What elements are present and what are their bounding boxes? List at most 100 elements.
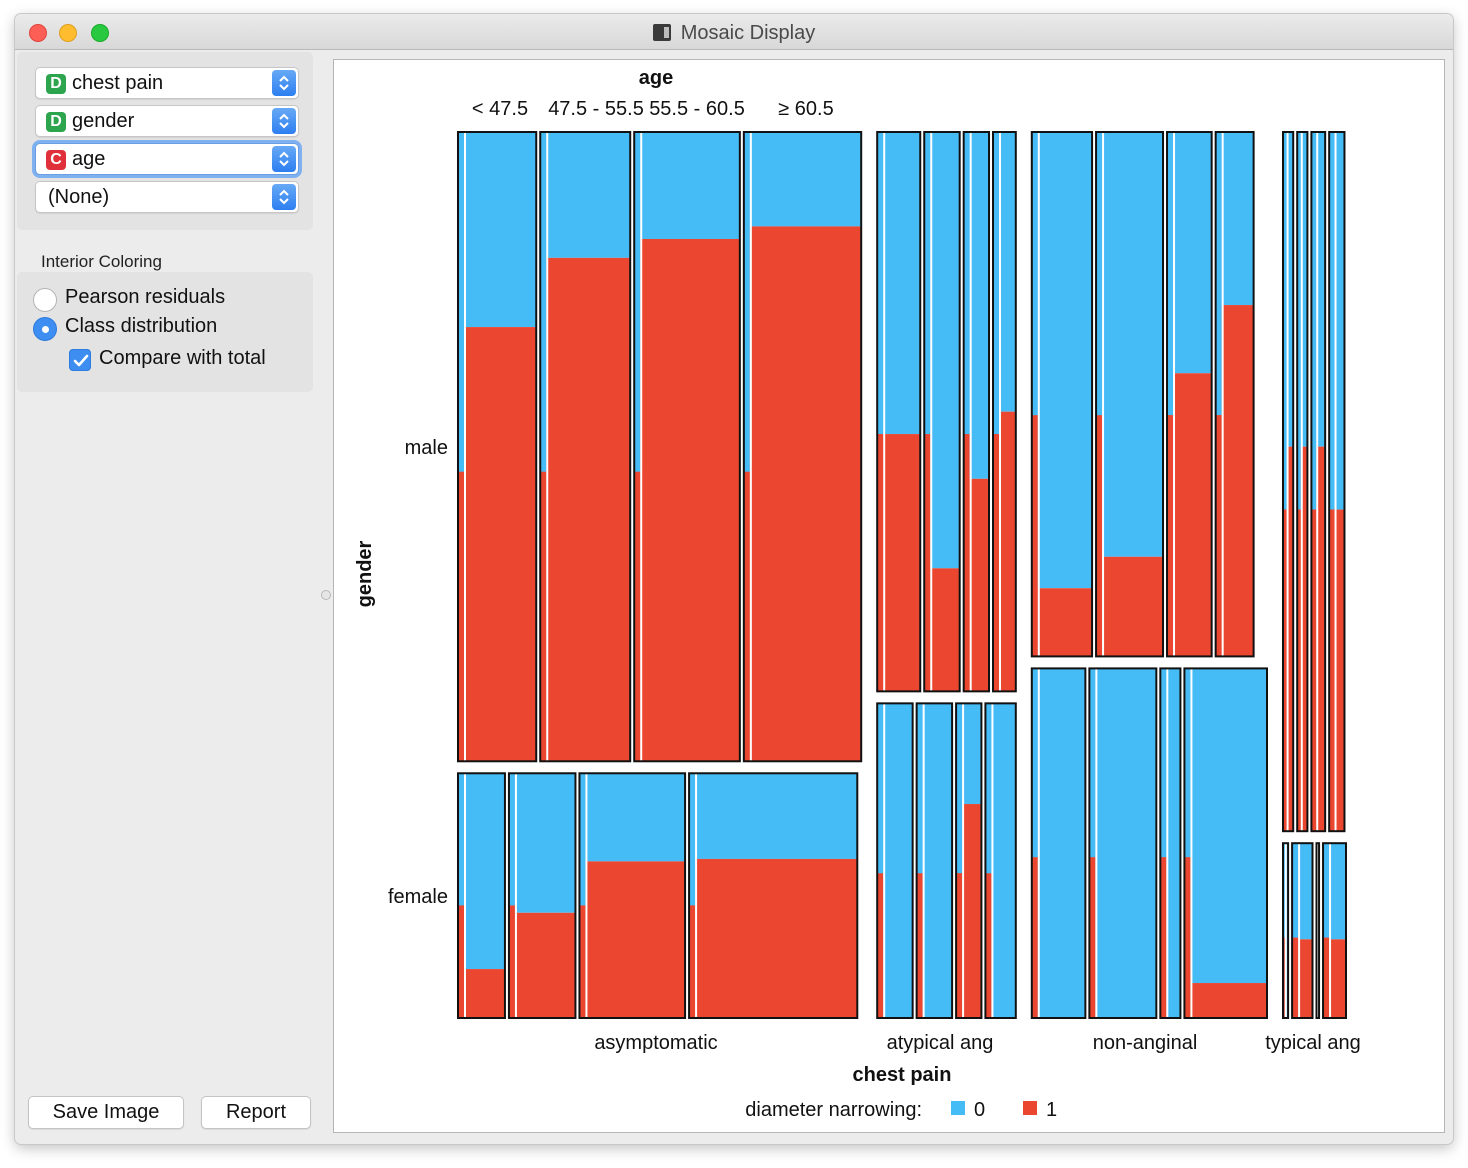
class-distribution-label: Class distribution bbox=[65, 315, 218, 337]
chest-pain-label: non-anginal bbox=[1093, 1032, 1198, 1054]
total-stripe-class-1 bbox=[540, 471, 547, 762]
total-stripe-class-1 bbox=[579, 905, 586, 1018]
stripe-divider bbox=[930, 132, 933, 692]
total-stripe-class-1 bbox=[743, 471, 750, 762]
mosaic-tile-class-0 bbox=[1096, 132, 1164, 557]
close-window-button[interactable] bbox=[29, 24, 47, 42]
window-title-group: Mosaic Display bbox=[15, 22, 1453, 45]
total-stripe-class-0 bbox=[1215, 132, 1222, 416]
mosaic-tile-outline bbox=[1291, 842, 1314, 1020]
mosaic-tile-class-1 bbox=[1184, 983, 1267, 1018]
splitter-handle[interactable] bbox=[321, 590, 331, 600]
mosaic-tile-outline bbox=[457, 131, 538, 763]
stripe-divider bbox=[1284, 843, 1287, 1018]
legend-label-0: 0 bbox=[974, 1099, 985, 1121]
stripe-divider bbox=[585, 773, 588, 1018]
window-title: Mosaic Display bbox=[680, 22, 816, 44]
chest-pain-label: typical ang bbox=[1265, 1032, 1361, 1054]
total-stripe-class-1 bbox=[1329, 509, 1335, 832]
age-bin-label: ≥ 60.5 bbox=[778, 98, 833, 120]
mosaic-tile-outline bbox=[1282, 842, 1290, 1020]
x-axis-title: chest pain bbox=[853, 1064, 952, 1086]
total-stripe-class-0 bbox=[877, 132, 884, 435]
total-stripe-class-0 bbox=[458, 132, 464, 472]
mosaic-plot-canvas: age < 47.5 47.5 - 55.5 55.5 - 60.5 ≥ 60.… bbox=[333, 59, 1445, 1133]
total-stripe-class-1 bbox=[916, 873, 923, 1018]
mosaic-tile-outline bbox=[915, 702, 954, 1019]
total-stripe-class-1 bbox=[1167, 415, 1174, 657]
save-image-button[interactable]: Save Image bbox=[28, 1096, 184, 1129]
stripe-divider bbox=[1221, 132, 1224, 657]
compare-with-total-label: Compare with total bbox=[99, 347, 266, 369]
stripe-divider bbox=[1316, 132, 1319, 832]
total-stripe-class-0 bbox=[1329, 132, 1335, 510]
total-stripe-class-0 bbox=[1311, 132, 1317, 510]
app-icon bbox=[652, 24, 671, 41]
mosaic-tile-outline bbox=[1095, 131, 1165, 658]
mosaic-tile-outline bbox=[539, 131, 632, 763]
total-stripe-class-0 bbox=[1292, 843, 1299, 938]
stripe-divider bbox=[1173, 132, 1176, 657]
chest-pain-label: asymptomatic bbox=[594, 1032, 717, 1054]
report-button[interactable]: Report bbox=[201, 1096, 311, 1129]
total-stripe-class-0 bbox=[963, 132, 970, 435]
total-stripe-class-0 bbox=[634, 132, 641, 472]
mosaic-tile-outline bbox=[876, 131, 922, 693]
stripe-divider bbox=[1166, 668, 1169, 1018]
mosaic-tile-class-1 bbox=[1031, 588, 1093, 657]
total-stripe-class-1 bbox=[877, 434, 884, 692]
variable-4-value: (None) bbox=[48, 186, 110, 208]
total-stripe-class-1 bbox=[1323, 937, 1330, 1018]
total-stripe-class-1 bbox=[1089, 857, 1096, 1018]
total-stripe-class-0 bbox=[985, 703, 992, 874]
stripe-divider bbox=[969, 132, 972, 692]
mosaic-tile-class-1 bbox=[540, 257, 631, 762]
stripe-divider bbox=[1286, 132, 1289, 832]
total-stripe-class-1 bbox=[1311, 509, 1317, 832]
zoom-window-button[interactable] bbox=[91, 24, 109, 42]
continuous-variable-icon: C bbox=[46, 150, 66, 170]
mosaic-tile-outline bbox=[992, 131, 1017, 693]
minimize-window-button[interactable] bbox=[59, 24, 77, 42]
mosaic-tile-outline bbox=[457, 772, 506, 1020]
mosaic-tile-outline bbox=[1214, 131, 1255, 658]
variable-4-combo[interactable]: (None) bbox=[35, 181, 299, 213]
stripe-divider bbox=[514, 773, 517, 1018]
total-stripe-class-1 bbox=[634, 471, 641, 762]
total-stripe-class-0 bbox=[924, 132, 931, 435]
mosaic-tile-outline bbox=[876, 702, 914, 1019]
mosaic-tile-class-0 bbox=[1031, 668, 1086, 1018]
total-stripe-class-0 bbox=[1096, 132, 1103, 416]
class-distribution-radio[interactable] bbox=[33, 317, 57, 341]
pearson-residuals-radio[interactable] bbox=[33, 288, 57, 312]
total-stripe-class-0 bbox=[458, 773, 464, 906]
mosaic-tile-class-1 bbox=[579, 861, 686, 1018]
mosaic-tile-outline bbox=[578, 772, 687, 1020]
total-stripe-class-1 bbox=[689, 905, 696, 1018]
stripe-divider bbox=[1037, 132, 1040, 657]
variable-3-value: age bbox=[72, 148, 106, 170]
total-stripe-class-1 bbox=[458, 471, 464, 762]
mosaic-tile-outline bbox=[962, 131, 991, 693]
stripe-divider bbox=[962, 703, 965, 1018]
chest-pain-label: atypical ang bbox=[887, 1032, 994, 1054]
checkmark-icon bbox=[73, 354, 89, 367]
variable-2-value: gender bbox=[72, 110, 135, 132]
total-stripe-class-0 bbox=[1031, 132, 1038, 416]
mosaic-tile-outline bbox=[1310, 131, 1327, 833]
mosaic-tile-class-0 bbox=[1031, 132, 1093, 589]
updown-arrows-icon bbox=[272, 70, 296, 96]
mosaic-tile-class-0 bbox=[743, 132, 862, 227]
legend-label-1: 1 bbox=[1046, 1099, 1057, 1121]
mosaic-tile-class-0 bbox=[508, 773, 576, 913]
mosaic-plot: age < 47.5 47.5 - 55.5 55.5 - 60.5 ≥ 60.… bbox=[354, 67, 1361, 1121]
total-stripe-class-1 bbox=[963, 434, 970, 692]
gender-label: female bbox=[388, 886, 448, 908]
total-stripe-class-1 bbox=[956, 873, 963, 1018]
stripe-divider bbox=[999, 132, 1002, 692]
mosaic-tile-outline bbox=[688, 772, 859, 1020]
compare-with-total-checkbox[interactable] bbox=[69, 349, 91, 371]
